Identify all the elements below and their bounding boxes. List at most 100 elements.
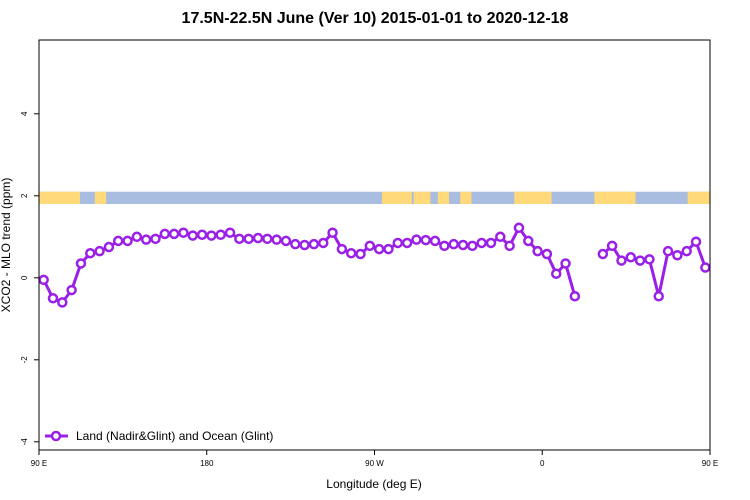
data-point — [150, 233, 161, 245]
data-point — [280, 235, 292, 247]
data-point — [457, 239, 469, 251]
data-point — [206, 230, 217, 241]
data-point — [401, 237, 413, 249]
data-point — [541, 248, 553, 260]
data-point — [420, 234, 432, 246]
land-ocean-strip — [39, 191, 710, 204]
data-point — [532, 245, 543, 257]
data-point — [38, 274, 49, 286]
data-point — [392, 237, 404, 249]
land-segment — [413, 191, 431, 204]
data-point — [523, 235, 534, 247]
data-point — [122, 235, 133, 247]
data-point — [644, 254, 655, 265]
data-point — [672, 250, 683, 261]
x-tick-label: 90 W — [365, 459, 384, 468]
data-point — [299, 239, 310, 251]
y-axis-label: XCO2 - MLO trend (ppm) — [0, 178, 13, 313]
data-point — [336, 243, 348, 255]
data-point — [355, 248, 366, 260]
data-point — [383, 243, 394, 255]
data-point — [131, 231, 143, 243]
data-point — [504, 240, 515, 252]
data-point — [159, 228, 171, 240]
data-point — [411, 234, 422, 245]
data-point — [168, 228, 180, 240]
data-point — [327, 227, 338, 238]
data-point — [290, 238, 301, 250]
data-point — [634, 255, 646, 266]
data-point — [560, 258, 571, 269]
legend-label: Land (Nadir&Glint) and Ocean (Glint) — [76, 429, 273, 443]
legend: Land (Nadir&Glint) and Ocean (Glint) — [45, 429, 273, 443]
data-point — [243, 233, 254, 245]
data-point — [495, 231, 506, 243]
data-point — [215, 229, 226, 240]
land-segment — [94, 191, 107, 204]
land-segment — [460, 191, 472, 204]
data-point — [47, 293, 59, 304]
data-point — [234, 233, 245, 245]
x-axis-label: Longitude (deg E) — [326, 477, 421, 491]
data-point — [569, 291, 581, 302]
data-point — [85, 247, 96, 259]
data-point — [485, 237, 497, 249]
data-point — [429, 235, 441, 247]
data-point — [625, 252, 637, 263]
data-point — [140, 234, 152, 245]
legend-marker — [50, 430, 62, 442]
land-segment — [514, 191, 552, 204]
data-point — [373, 243, 385, 255]
data-point — [345, 247, 357, 259]
data-point — [112, 235, 124, 247]
data-point — [439, 240, 450, 252]
x-tick-label: 90 E — [702, 459, 718, 468]
data-point — [75, 258, 87, 269]
land-segment — [39, 191, 81, 204]
y-tick-label: 2 — [20, 193, 29, 198]
land-segment — [381, 191, 412, 204]
data-point — [476, 237, 487, 249]
data-point — [308, 238, 320, 250]
data-point — [262, 233, 273, 245]
data-point — [550, 268, 562, 279]
data-point — [271, 234, 282, 245]
x-axis: 90 E 180 90 W 0 90 E — [31, 450, 718, 468]
chart-title: 17.5N-22.5N June (Ver 10) 2015-01-01 to … — [181, 10, 569, 27]
data-point — [616, 255, 627, 266]
data-point — [513, 222, 525, 234]
y-tick-label: 0 — [20, 275, 29, 280]
data-point — [196, 229, 208, 240]
y-tick-label: 4 — [20, 111, 29, 116]
land-segment — [437, 191, 450, 204]
data-point — [178, 227, 189, 238]
data-point — [364, 240, 376, 252]
y-tick-label: -4 — [20, 438, 29, 446]
x-tick-label: 0 — [540, 459, 545, 468]
data-point — [317, 237, 329, 249]
land-segment — [594, 191, 636, 204]
data-point — [467, 240, 478, 252]
data-point — [700, 262, 711, 273]
data-point — [252, 232, 264, 244]
data-point — [66, 284, 77, 296]
data-point — [224, 227, 236, 238]
series-layer — [38, 222, 711, 308]
data-point — [597, 248, 609, 260]
y-axis: -4 -2 0 2 4 — [20, 111, 39, 445]
x-tick-label: 180 — [200, 459, 214, 468]
land-segment — [687, 191, 710, 204]
data-point — [448, 238, 459, 250]
data-point — [653, 291, 664, 302]
x-tick-label: 90 E — [31, 459, 47, 468]
data-point — [103, 241, 115, 253]
data-point — [57, 297, 68, 308]
data-point — [187, 230, 199, 241]
data-point — [690, 236, 702, 247]
data-point — [606, 240, 618, 252]
data-point — [681, 245, 692, 257]
data-point — [94, 245, 105, 257]
data-point — [662, 245, 674, 257]
y-tick-label: -2 — [20, 356, 29, 364]
